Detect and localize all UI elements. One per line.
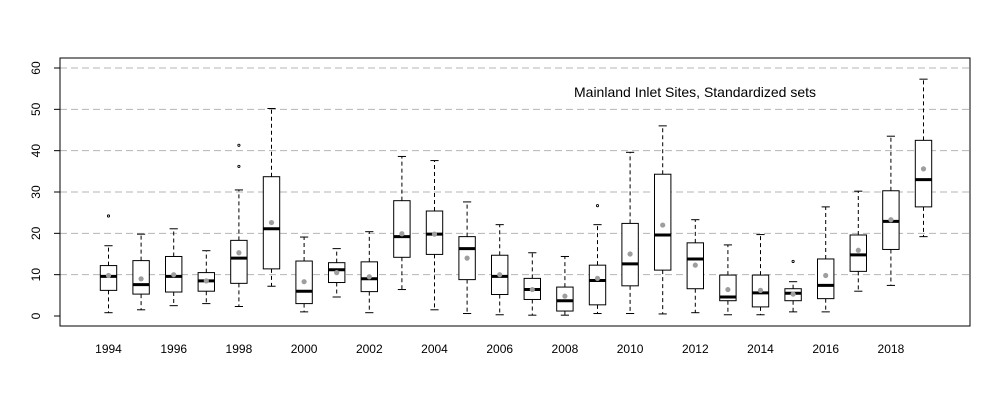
mean-marker — [334, 270, 340, 276]
y-tick-label: 0 — [29, 312, 43, 319]
mean-marker — [823, 272, 829, 279]
box-1999 — [262, 108, 281, 287]
mean-marker — [757, 287, 764, 293]
mean-marker — [627, 251, 633, 257]
box-1996 — [165, 228, 183, 307]
mean-marker — [888, 217, 894, 223]
outlier-point — [791, 259, 795, 263]
box-1997 — [197, 250, 216, 305]
x-tick-label: 2018 — [878, 342, 905, 356]
mean-marker — [399, 231, 405, 237]
y-tick-label: 40 — [29, 144, 43, 158]
box-2016 — [817, 206, 835, 313]
x-tick-label: 2002 — [356, 342, 383, 356]
outlier-point — [237, 164, 241, 168]
gridlines — [60, 67, 970, 276]
box-2011 — [654, 125, 672, 315]
iqr-box — [849, 234, 867, 272]
iqr-box — [230, 239, 248, 284]
box-1994 — [99, 214, 118, 314]
mean-marker — [171, 272, 177, 278]
x-tick-label: 2012 — [682, 342, 709, 356]
x-tick-label: 2016 — [812, 342, 839, 356]
mean-marker — [855, 247, 861, 253]
box-2017 — [849, 190, 867, 292]
box-2000 — [295, 236, 313, 313]
box-2018 — [882, 135, 900, 286]
box-2010 — [621, 151, 639, 315]
chart-annotation: Mainland Inlet Sites, Standardized sets — [574, 84, 816, 100]
mean-marker — [105, 272, 112, 279]
mean-marker — [660, 222, 666, 228]
outlier-point — [237, 143, 241, 147]
x-axis: 1994 1996 1998 2000 2002 2004 2006 2008 2010 2012… — [95, 342, 904, 356]
mean-marker — [790, 291, 796, 297]
mean-marker — [268, 219, 275, 226]
mean-marker — [138, 276, 144, 282]
mean-marker — [529, 286, 535, 293]
mean-marker — [920, 166, 927, 172]
x-tick-label: 2000 — [291, 342, 318, 356]
x-tick-label: 1996 — [160, 342, 187, 356]
x-tick-label: 2006 — [486, 342, 513, 356]
x-tick-label: 1994 — [95, 342, 122, 356]
box-2005 — [458, 201, 476, 315]
box-2002 — [360, 231, 379, 314]
box-2007 — [523, 252, 541, 316]
mean-marker — [203, 278, 209, 284]
mean-marker — [562, 293, 568, 299]
box-series — [99, 78, 933, 316]
iqr-box — [914, 139, 933, 208]
mean-marker — [692, 262, 698, 268]
box-2014 — [751, 234, 770, 316]
x-tick-label: 2014 — [747, 342, 774, 356]
y-tick-label: 50 — [29, 102, 43, 116]
iqr-box — [588, 264, 607, 306]
box-2009 — [588, 204, 607, 315]
y-tick-label: 60 — [29, 61, 43, 75]
x-tick-label: 2010 — [617, 342, 644, 356]
y-axis: 0 10 20 30 40 50 60 — [29, 61, 60, 319]
mean-marker — [497, 272, 503, 278]
box-2004 — [425, 160, 444, 311]
box-2019 — [914, 78, 933, 238]
mean-marker — [464, 255, 470, 261]
box-1998 — [230, 143, 248, 307]
mean-marker — [366, 274, 372, 280]
box-2015 — [784, 259, 802, 313]
mean-marker — [725, 286, 731, 293]
outlier-point — [106, 214, 111, 218]
iqr-box — [393, 200, 411, 258]
mean-marker — [594, 275, 601, 281]
outlier-point — [595, 204, 600, 208]
iqr-box — [817, 258, 835, 300]
box-2012 — [686, 219, 704, 314]
mean-marker — [301, 279, 307, 285]
box-1995 — [132, 233, 150, 311]
x-tick-label: 1998 — [226, 342, 253, 356]
x-tick-label: 2008 — [552, 342, 579, 356]
y-tick-label: 30 — [29, 185, 43, 199]
box-2008 — [556, 255, 574, 316]
box-2013 — [719, 244, 737, 316]
y-tick-label: 20 — [29, 226, 43, 240]
box-2001 — [328, 248, 346, 298]
box-2006 — [491, 224, 509, 316]
mean-marker — [431, 231, 438, 237]
y-tick-label: 10 — [29, 268, 43, 282]
x-tick-label: 2004 — [421, 342, 448, 356]
iqr-box — [556, 286, 574, 312]
box-2003 — [393, 155, 411, 291]
iqr-box — [654, 173, 672, 271]
mean-marker — [236, 250, 242, 256]
